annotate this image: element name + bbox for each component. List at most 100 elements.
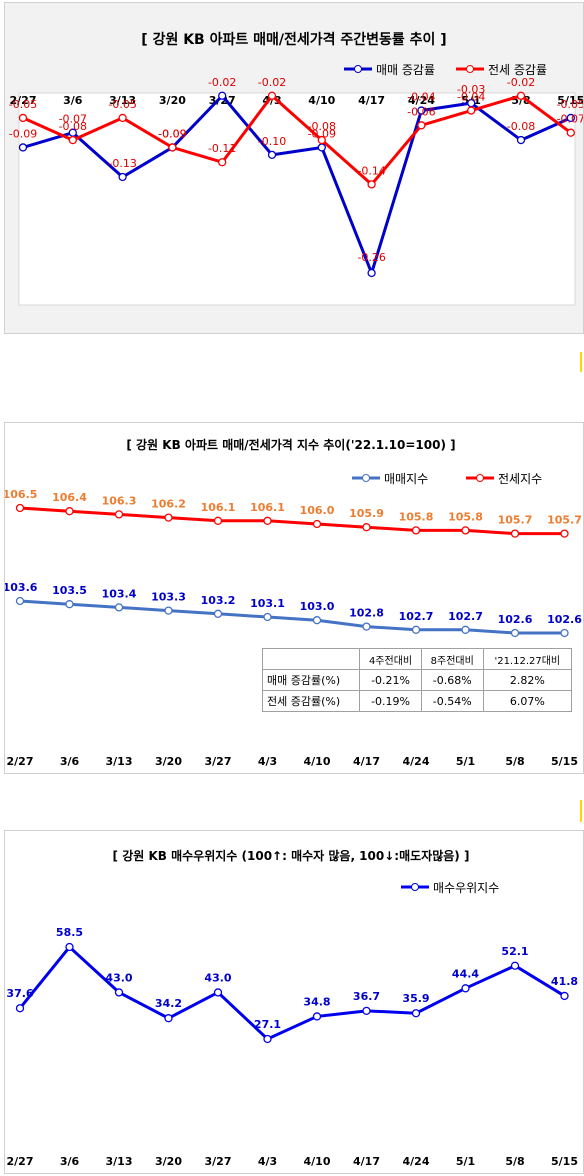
table-header-cell: 8주전대비	[420, 648, 484, 670]
data-label: 105.8	[448, 510, 483, 523]
data-point	[411, 625, 421, 634]
data-label: 106.1	[201, 501, 236, 514]
data-label: 103.4	[102, 587, 137, 600]
tick-label: 3/6	[63, 94, 83, 107]
legend-marker-sale-index	[362, 474, 370, 482]
buyer-index-chart-panel: [ 강원 KB 매수우위지수 (100↑: 매수자 많음, 100↓:매도자많음…	[4, 830, 584, 1174]
plot-area	[18, 92, 576, 306]
tick-label: 4/3	[258, 755, 277, 768]
data-point	[267, 91, 277, 100]
data-label: 103.1	[250, 597, 285, 610]
tick-label: 2/27	[10, 94, 37, 107]
data-point	[18, 143, 28, 152]
data-point	[15, 503, 25, 513]
data-label: 102.6	[498, 613, 533, 626]
table-header-cell: 4주전대비	[359, 648, 422, 670]
data-point	[312, 1012, 322, 1021]
data-point	[114, 603, 124, 612]
tick-label: 3/27	[205, 1155, 232, 1168]
data-point	[213, 516, 223, 525]
tick-label: 5/15	[551, 755, 578, 768]
data-label: -0.13	[108, 157, 136, 170]
data-label: 37.6	[6, 987, 33, 1000]
data-label: 52.1	[501, 945, 528, 958]
table-row: 전세 증감률(%) -0.19% -0.54% 6.07%	[261, 690, 573, 712]
data-label: -0.07	[557, 113, 583, 126]
data-point	[218, 158, 227, 167]
data-point	[560, 628, 569, 638]
data-point	[263, 516, 272, 525]
data-label: 105.7	[547, 514, 582, 527]
table-cell: -0.19%	[359, 690, 422, 712]
data-point	[114, 510, 124, 519]
weekly-change-chart: [ 강원 KB 아파트 매매/전세가격 주간변동률 추이 ] 매매 증감률 전세…	[9, 31, 583, 306]
data-point	[18, 113, 28, 123]
legend-label-jeonse: 전세 증감률	[488, 63, 547, 77]
data-label: -0.05	[108, 98, 136, 111]
data-point	[510, 628, 520, 638]
data-point	[118, 172, 127, 182]
data-point	[164, 513, 173, 522]
data-label: 43.0	[204, 971, 231, 984]
table-cell: -0.54%	[420, 690, 484, 712]
data-point	[312, 519, 322, 529]
data-point	[218, 91, 227, 100]
legend-marker-buyer	[411, 883, 419, 891]
data-label: 103.6	[5, 581, 38, 594]
data-label: 35.9	[402, 992, 429, 1005]
data-point	[164, 606, 173, 615]
data-point	[417, 106, 426, 115]
table-cell: -0.68%	[420, 669, 484, 691]
chart-title: [ 강원 KB 아파트 매매/전세가격 지수 추이('22.1.10=100) …	[126, 437, 455, 452]
data-label: 105.8	[399, 510, 434, 523]
tick-label: 5/1	[456, 1155, 475, 1168]
data-label: -0.11	[208, 142, 236, 155]
data-label: 103.5	[52, 584, 87, 597]
data-point	[164, 1014, 173, 1023]
data-label: 102.6	[547, 613, 582, 626]
data-point	[213, 609, 223, 618]
series-line	[19, 599, 565, 635]
data-label: -0.09	[9, 127, 37, 140]
data-label: -0.05	[9, 98, 37, 111]
data-point	[461, 526, 470, 535]
data-point	[15, 596, 25, 606]
data-label: 103.0	[300, 600, 335, 613]
data-label: -0.02	[258, 76, 286, 89]
data-label: -0.26	[357, 251, 385, 264]
data-point	[461, 984, 470, 993]
table-cell: -0.21%	[359, 669, 422, 691]
tick-label: 4/24	[403, 1155, 430, 1168]
chart-title: [ 강원 KB 아파트 매매/전세가격 주간변동률 추이 ]	[141, 31, 446, 48]
data-label: 106.2	[151, 498, 186, 511]
data-point	[317, 135, 326, 145]
data-point	[114, 988, 124, 997]
data-label: 34.2	[155, 997, 182, 1010]
data-point	[15, 1004, 25, 1013]
data-point	[65, 600, 74, 609]
tick-label: 4/3	[258, 1155, 277, 1168]
data-point	[461, 625, 470, 634]
data-point	[312, 616, 322, 625]
data-point	[566, 128, 575, 137]
chart-title: [ 강원 KB 매수우위지수 (100↑: 매수자 많음, 100↓:매도자많음…	[113, 848, 470, 863]
tick-label: 5/15	[557, 94, 583, 107]
data-point	[566, 113, 575, 123]
series-line	[19, 506, 565, 536]
data-label: 106.4	[52, 491, 87, 504]
change-summary-table: 4주전대비 8주전대비 '21.12.27대비 매매 증감률(%) -0.21%…	[261, 648, 573, 712]
data-point	[263, 612, 272, 622]
data-label: -0.09	[158, 127, 186, 140]
data-label: -0.14	[357, 164, 385, 177]
data-label: -0.04	[457, 91, 485, 104]
table-row-header: 매매 증감률(%)	[261, 669, 361, 691]
tick-label: 4/17	[353, 1155, 380, 1168]
legend: 매수우위지수	[401, 881, 499, 895]
data-point	[168, 143, 177, 152]
table-cell: 2.82%	[482, 669, 573, 691]
tick-label: 5/8	[505, 755, 524, 768]
series-line	[18, 944, 566, 1041]
legend-marker-sale	[354, 65, 362, 73]
tick-label: 3/13	[106, 755, 133, 768]
legend-label-jeonse-index: 전세지수	[498, 472, 542, 486]
